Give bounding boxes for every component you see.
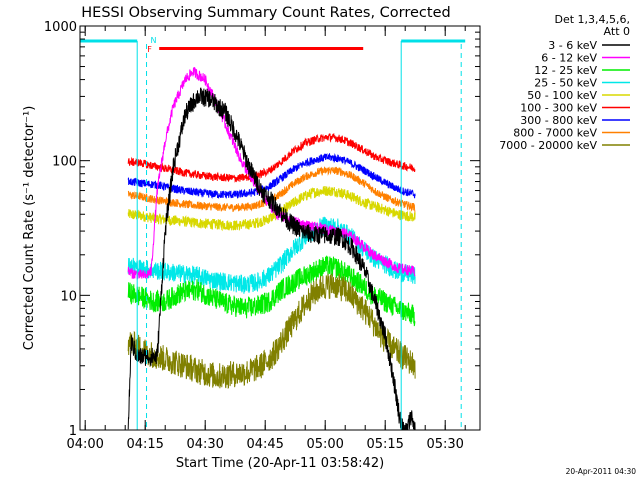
legend-label: 7000 - 20000 keV [499, 139, 597, 152]
x-tick-label: 04:45 [246, 437, 283, 452]
x-tick-label: 05:00 [306, 437, 343, 452]
y-tick-label: 10 [60, 289, 77, 304]
x-tick-label: 04:00 [66, 437, 103, 452]
series-line [127, 273, 416, 389]
series-line [127, 133, 416, 183]
chart-title: HESSI Observing Summary Count Rates, Cor… [81, 5, 450, 21]
x-axis-label: Start Time (20-Apr-11 03:58:42) [176, 456, 384, 471]
legend-label: 3 - 6 keV [548, 39, 597, 52]
legend-label: 12 - 25 keV [534, 64, 597, 77]
legend-header: Att 0 [604, 25, 630, 38]
n-label: N [151, 36, 157, 45]
legend-label: 6 - 12 keV [541, 52, 597, 65]
legend-header: Det 1,3,4,5,6, [554, 13, 630, 26]
x-tick-label: 04:30 [186, 437, 223, 452]
series-line [127, 185, 416, 232]
series-line [127, 152, 416, 199]
x-tick-label: 05:30 [426, 437, 463, 452]
y-axis-label: Corrected Count Rate (s⁻¹ detector⁻¹) [22, 106, 37, 351]
legend-label: 800 - 7000 keV [513, 127, 597, 140]
legend-label: 25 - 50 keV [534, 77, 597, 90]
series-line [127, 87, 416, 431]
series-layer [127, 66, 416, 431]
legend-label: 100 - 300 keV [520, 102, 597, 115]
flare-label: F [147, 45, 152, 54]
x-tick-label: 04:15 [126, 437, 163, 452]
y-tick-label: 1000 [44, 20, 77, 35]
y-tick-label: 100 [52, 155, 77, 170]
overlay-layer: NF [80, 36, 466, 430]
plot-frame [79, 25, 481, 431]
legend-label: 300 - 800 keV [520, 114, 597, 127]
y-tick-label: 1 [69, 424, 77, 439]
footer-date: 20-Apr-2011 04:30 [566, 467, 637, 476]
legend-label: 50 - 100 keV [527, 89, 597, 102]
series-line [127, 255, 416, 327]
axes-layer: 1 10 100 1000 04:00 04:15 04:30 04:45 05:00 05:15… [22, 20, 481, 452]
x-tick-label: 05:15 [366, 437, 403, 452]
